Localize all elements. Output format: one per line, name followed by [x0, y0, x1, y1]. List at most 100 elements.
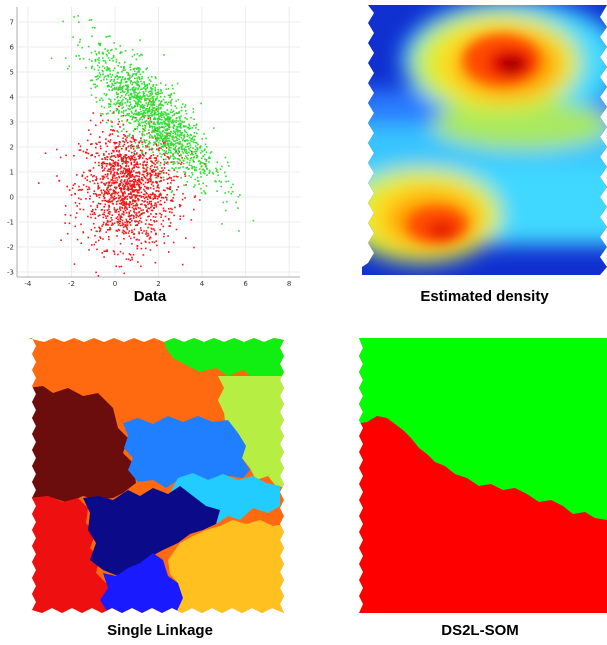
scatter-point [107, 224, 109, 226]
scatter-point [138, 239, 140, 241]
scatter-point [135, 214, 137, 216]
scatter-point [197, 128, 200, 131]
scatter-point [194, 184, 196, 186]
scatter-point [126, 198, 129, 200]
scatter-point [115, 265, 117, 268]
scatter-point [99, 42, 102, 45]
scatter-point [187, 134, 190, 137]
scatter-point [106, 85, 109, 88]
scatter-series-0 [38, 88, 206, 277]
scatter-point [146, 86, 148, 89]
scatter-point [155, 157, 158, 160]
scatter-point [169, 130, 172, 133]
scatter-point [101, 161, 104, 164]
scatter-point [188, 128, 190, 130]
scatter-point [135, 74, 137, 76]
scatter-point [102, 238, 104, 240]
scatter-point [188, 148, 190, 150]
scatter-point [153, 162, 155, 164]
scatter-point [107, 49, 109, 52]
scatter-point [106, 223, 108, 226]
scatter-point [109, 133, 111, 136]
scatter-point [182, 148, 184, 151]
scatter-point [195, 152, 197, 155]
scatter-point [92, 208, 94, 211]
scatter-point [117, 89, 120, 91]
scatter-point [145, 109, 147, 111]
scatter-point [178, 143, 180, 145]
scatter-point [147, 186, 149, 189]
scatter-point [189, 149, 191, 152]
scatter-point [136, 126, 139, 128]
scatter-point [125, 104, 128, 107]
scatter-point [135, 117, 138, 119]
scatter-point [109, 139, 112, 141]
cluster-maroon [28, 386, 136, 503]
scatter-point [141, 157, 144, 159]
scatter-point [134, 67, 136, 70]
scatter-point [116, 216, 119, 218]
scatter-point [111, 178, 113, 181]
scatter-point [102, 73, 104, 76]
scatter-point [172, 155, 174, 157]
scatter-point [106, 221, 109, 223]
scatter-point [102, 70, 104, 73]
scatter-point [114, 177, 116, 180]
scatter-point [136, 245, 139, 248]
scatter-point [168, 147, 171, 149]
scatter-point [172, 143, 175, 145]
scatter-point [185, 167, 187, 169]
scatter-point [128, 169, 131, 171]
scatter-point [105, 113, 108, 115]
scatter-point [135, 212, 138, 214]
scatter-point [111, 214, 114, 216]
scatter-point [149, 168, 152, 170]
scatter-point [125, 147, 128, 149]
scatter-point [128, 167, 130, 170]
scatter-point [95, 78, 98, 81]
scatter-point [148, 132, 150, 134]
scatter-point [107, 112, 109, 115]
scatter-point [91, 79, 94, 82]
scatter-point [99, 136, 101, 138]
scatter-point [138, 95, 141, 98]
scatter-point [154, 194, 156, 196]
scatter-point [157, 89, 160, 91]
scatter-point [134, 110, 137, 112]
scatter-point [172, 132, 174, 135]
scatter-point [153, 241, 156, 244]
scatter-point [153, 204, 156, 207]
scatter-point [79, 145, 82, 148]
scatter-point [138, 166, 140, 169]
scatter-point [131, 55, 134, 58]
scatter-point [160, 118, 162, 121]
scatter-point [150, 194, 153, 196]
scatter-point [132, 189, 135, 191]
scatter-point [149, 165, 152, 168]
scatter-point [130, 137, 133, 139]
scatter-point [129, 96, 132, 99]
scatter-point [157, 108, 160, 111]
scatter-point [131, 229, 133, 232]
scatter-point [170, 144, 172, 146]
scatter-point [137, 101, 140, 103]
scatter-point [139, 217, 142, 219]
scatter-point [203, 163, 206, 165]
scatter-point [117, 173, 119, 175]
scatter-point [111, 176, 114, 178]
scatter-point [110, 129, 112, 131]
scatter-point [70, 194, 73, 196]
scatter-point [147, 173, 149, 176]
scatter-point [105, 53, 108, 56]
scatter-point [147, 117, 149, 120]
scatter-point [110, 120, 112, 122]
scatter-point [129, 122, 132, 125]
scatter-point [122, 160, 125, 163]
scatter-point [157, 123, 160, 125]
scatter-point [144, 127, 147, 129]
scatter-point [199, 168, 201, 170]
scatter-point [154, 141, 156, 144]
scatter-point [129, 184, 131, 186]
scatter-point [169, 96, 172, 98]
scatter-point [150, 213, 152, 215]
